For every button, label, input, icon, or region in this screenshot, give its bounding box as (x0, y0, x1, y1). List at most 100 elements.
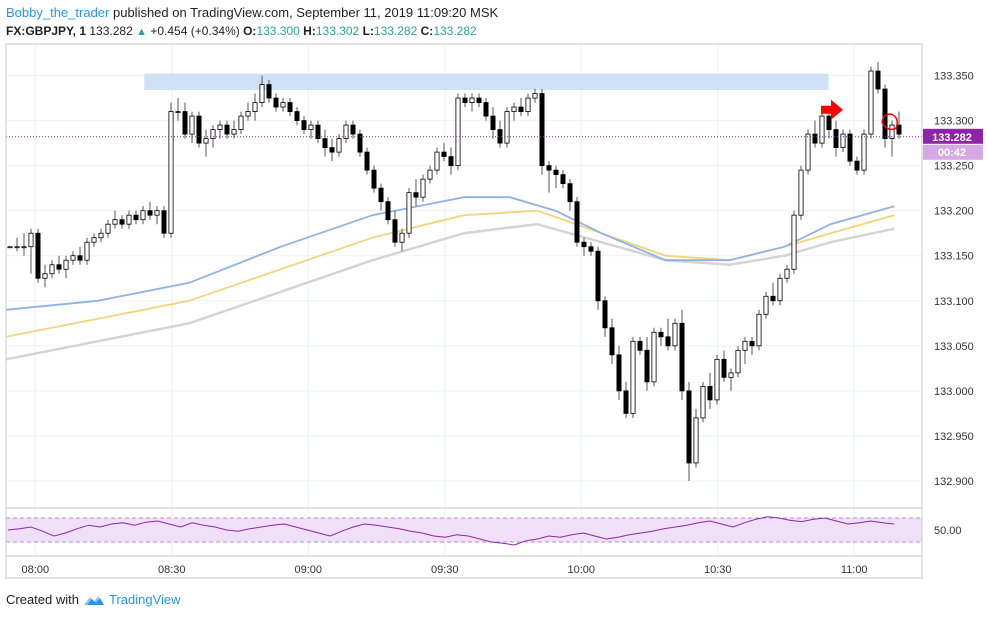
candle-body (882, 88, 888, 140)
candle-body (511, 106, 517, 112)
price-tick-label: 132.950 (934, 431, 974, 443)
candle-body (154, 210, 160, 216)
up-arrow-icon: ▲ (136, 26, 147, 38)
candle-body (686, 390, 692, 464)
open-label: O: (243, 24, 257, 38)
tradingview-logo-icon (83, 595, 104, 605)
candle-body (189, 115, 195, 135)
candle-body (833, 129, 839, 149)
candle-body (854, 160, 860, 171)
candle-body (679, 322, 685, 392)
rsi-panel: 50.00 (6, 516, 962, 546)
candle-body (42, 273, 48, 279)
candle-body (770, 295, 776, 302)
candle-body (756, 313, 762, 347)
ma-slow-line (5, 222, 895, 361)
candle-body (175, 111, 181, 113)
candle-body (791, 214, 797, 270)
candle-body (784, 268, 790, 279)
candle-body (280, 102, 286, 108)
ohlc-line: FX:GBPJPY, 1 133.282 ▲ +0.454 (+0.34%) O… (6, 22, 982, 40)
time-tick-label: 08:00 (22, 564, 50, 576)
resistance-zone (144, 73, 829, 90)
candle-body (483, 102, 489, 117)
candle-body (385, 201, 391, 221)
red-arrow-annotation (820, 99, 843, 120)
price-chart[interactable]: 133.282 00:42 50.00 133.350 133.300 133.250… (0, 0, 988, 580)
time-tick-label: 10:00 (567, 564, 595, 576)
candle-body (7, 246, 13, 249)
axes: 133.350 133.300 133.250 133.200 133.150 133.1… (5, 43, 974, 579)
candle-body (567, 183, 573, 203)
candle-body (672, 322, 678, 347)
candle-body (644, 349, 650, 383)
candle-body (343, 124, 349, 140)
current-price-line: 133.282 00:42 (6, 128, 983, 160)
current-price-label: 133.282 (932, 132, 972, 144)
candle-body (469, 97, 475, 103)
candle-body (14, 246, 20, 249)
candle-body (182, 111, 188, 135)
candle-body (805, 133, 811, 171)
candle-body (812, 133, 818, 144)
candle-body (427, 169, 433, 180)
footer: Created with TradingView (6, 592, 181, 607)
candle-body (126, 214, 132, 225)
candle-body (147, 210, 153, 216)
candle-body (49, 264, 55, 275)
candle-body (224, 124, 230, 135)
candle-body (98, 232, 104, 239)
candle-body (609, 327, 615, 356)
candle-body (336, 138, 342, 153)
price-tick-label: 132.900 (934, 476, 974, 488)
chart-frame (5, 43, 923, 579)
ma-fast-line (5, 196, 895, 311)
candle-body (210, 129, 216, 140)
candle-body (707, 385, 713, 401)
candle-body (308, 124, 314, 130)
candle-body (847, 133, 853, 162)
candle-body (105, 223, 111, 234)
last-price: 133.282 (89, 24, 133, 38)
candle-body (476, 97, 482, 103)
candle-body (406, 192, 412, 234)
candle-body (518, 106, 524, 112)
candle-body (91, 237, 97, 243)
candle-body (777, 277, 783, 302)
candle-body (238, 115, 244, 130)
candle-body (364, 151, 370, 171)
candle-body (616, 354, 622, 392)
candle-body (448, 156, 454, 167)
candlesticks (7, 62, 902, 481)
candle-body (630, 340, 636, 414)
price-tick-label: 133.000 (934, 386, 974, 398)
candle-body (287, 102, 293, 112)
candle-body (434, 151, 440, 171)
candle-body (112, 219, 118, 225)
candle-body (392, 219, 398, 243)
resistance-zone-box (144, 73, 829, 90)
candle-body (441, 151, 447, 158)
candle-body (119, 219, 125, 225)
time-tick-label: 11:00 (841, 564, 868, 576)
candle-body (203, 138, 209, 144)
open-value: 133.300 (256, 24, 300, 38)
price-tick-label: 133.050 (934, 341, 974, 353)
candle-body (693, 417, 699, 464)
candle-body (315, 124, 321, 140)
tradingview-link[interactable]: TradingView (108, 592, 181, 607)
candle-body (749, 340, 755, 347)
candle-body (728, 372, 734, 378)
candle-body (399, 232, 405, 243)
candle-body (35, 232, 41, 279)
candle-body (231, 129, 237, 135)
close-label: C: (420, 24, 434, 38)
countdown-label: 00:42 (938, 147, 966, 159)
time-tick-label: 09:30 (431, 564, 459, 576)
candle-body (56, 264, 62, 270)
red-circle-annotation (881, 113, 899, 131)
candle-body (133, 214, 139, 221)
symbol-label[interactable]: FX:GBPJPY, 1 (6, 24, 87, 38)
author-link[interactable]: Bobby_the_trader (6, 5, 110, 20)
rsi-line (7, 516, 895, 546)
